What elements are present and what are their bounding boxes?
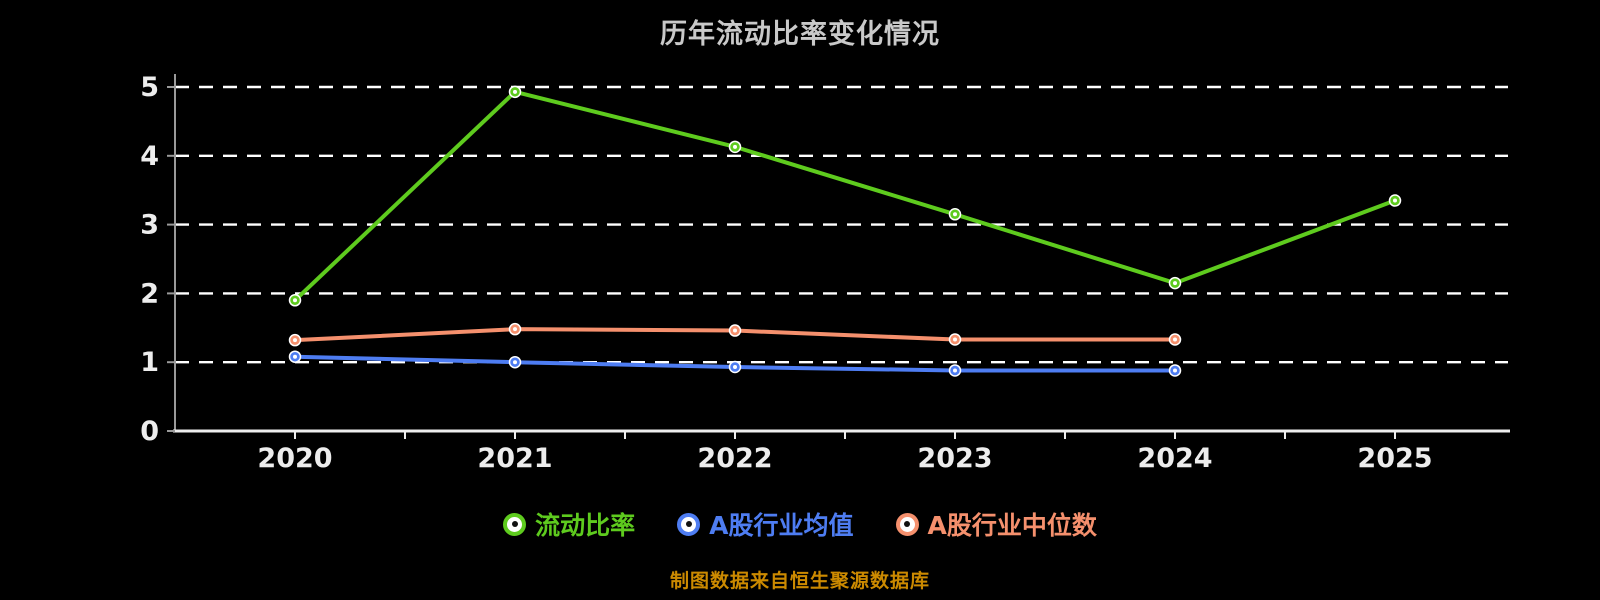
legend-item-industry-mean[interactable]: A股行业均值 [677,506,854,542]
y-tick-label: 3 [140,210,159,241]
legend-marker-dot [685,521,692,527]
y-tick-label: 2 [140,278,159,309]
y-tick-label: 5 [140,72,159,103]
legend-item-label: 流动比率 [535,511,636,540]
data-point-core [1393,198,1397,203]
y-tick-label: 4 [140,141,159,172]
data-point-core [1173,368,1177,373]
legend-marker-icon [503,512,527,536]
data-point-core [513,89,517,94]
legend-item-label: A股行业均值 [709,511,854,540]
data-point-core [953,212,957,217]
data-point-core [733,144,737,149]
series-line [293,89,1397,303]
legend-item-label: A股行业中位数 [927,511,1097,540]
data-point-core [513,327,517,332]
data-point-core [293,298,297,303]
legend-item-current-ratio[interactable]: 流动比率 [503,506,635,542]
data-point-core [513,360,517,365]
x-tick-label: 2022 [697,443,772,474]
x-tick-label: 2023 [917,443,992,474]
legend-marker-icon [677,512,701,536]
legend-marker-dot [511,521,518,527]
x-tick-label: 2024 [1137,443,1212,474]
y-tick-label: 0 [140,416,159,447]
data-point-core [293,338,297,343]
chart-title: 历年流动比率变化情况 [660,19,940,50]
legend: 流动比率 A股行业均值 A股行业中位数 [0,506,1600,542]
data-point-core [953,368,957,373]
data-point-core [953,337,957,342]
legend-marker-icon [895,512,919,536]
data-point-core [733,328,737,333]
data-point-core [293,354,297,359]
data-point-core [1173,281,1177,286]
legend-item-industry-median[interactable]: A股行业中位数 [895,506,1097,542]
x-tick-label: 2025 [1357,443,1432,474]
data-source-note: 制图数据来自恒生聚源数据库 [669,570,930,592]
data-point-core [1173,337,1177,342]
legend-marker-dot [904,521,910,527]
data-point-core [733,365,737,370]
x-tick-label: 2021 [477,443,552,474]
y-tick-label: 1 [140,347,159,378]
x-tick-label: 2020 [257,443,332,474]
